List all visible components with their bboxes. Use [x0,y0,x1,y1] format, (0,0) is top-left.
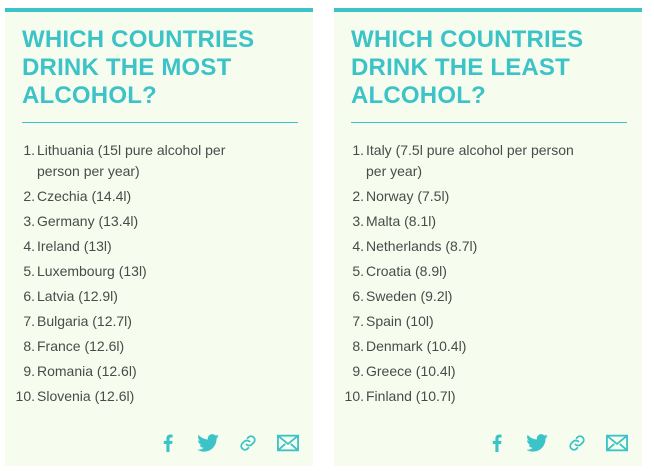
facebook-icon[interactable] [157,432,179,454]
list-item: 7. Spain (10l) [352,313,434,329]
share-bar [486,432,628,454]
list-item: 4. Netherlands (8.7l) [352,238,478,254]
twitter-icon[interactable] [526,432,548,454]
link-icon[interactable] [566,432,588,454]
list-item: 6. Sweden (9.2l) [352,288,453,304]
list-item: 1. Italy (7.5l pure alcohol per person pe… [352,142,574,179]
list-item: 8. Denmark (10.4l) [352,338,467,354]
most-alcohol-card: WHICH COUNTRIES DRINK THE MOST ALCOHOL? … [5,8,313,466]
list-item: 9. Greece (10.4l) [352,363,456,379]
list-item: 5. Croatia (8.9l) [352,263,447,279]
list-item: 5. Luxembourg (13l) [23,263,147,279]
country-list: 1. Italy (7.5l pure alcohol per person pe… [334,140,614,411]
least-alcohol-card: WHICH COUNTRIES DRINK THE LEAST ALCOHOL?… [334,8,642,466]
title-divider [351,122,627,123]
link-icon[interactable] [237,432,259,454]
share-bar [157,432,299,454]
list-item: 1. Lithuania (15l pure alcohol per person… [23,142,226,179]
list-item: 6. Latvia (12.9l) [23,288,118,304]
title-divider [22,122,298,123]
email-icon[interactable] [606,432,628,454]
list-item: 2. Czechia (14.4l) [23,188,132,204]
list-item: 9. Romania (12.6l) [23,363,137,379]
list-item: 3. Malta (8.1l) [352,213,437,229]
card-title: WHICH COUNTRIES DRINK THE LEAST ALCOHOL? [351,26,584,109]
list-item: 2. Norway (7.5l) [352,188,450,204]
list-item: 7. Bulgaria (12.7l) [23,313,132,329]
list-item: 10. Finland (10.7l) [344,388,456,404]
list-item: 8. France (12.6l) [23,338,125,354]
list-item: 4. Ireland (13l) [23,238,112,254]
email-icon[interactable] [277,432,299,454]
list-item: 3. Germany (13.4l) [23,213,139,229]
facebook-icon[interactable] [486,432,508,454]
card-title: WHICH COUNTRIES DRINK THE MOST ALCOHOL? [22,26,255,109]
twitter-icon[interactable] [197,432,219,454]
list-item: 10. Slovenia (12.6l) [15,388,135,404]
country-list: 1. Lithuania (15l pure alcohol per person… [5,140,285,411]
